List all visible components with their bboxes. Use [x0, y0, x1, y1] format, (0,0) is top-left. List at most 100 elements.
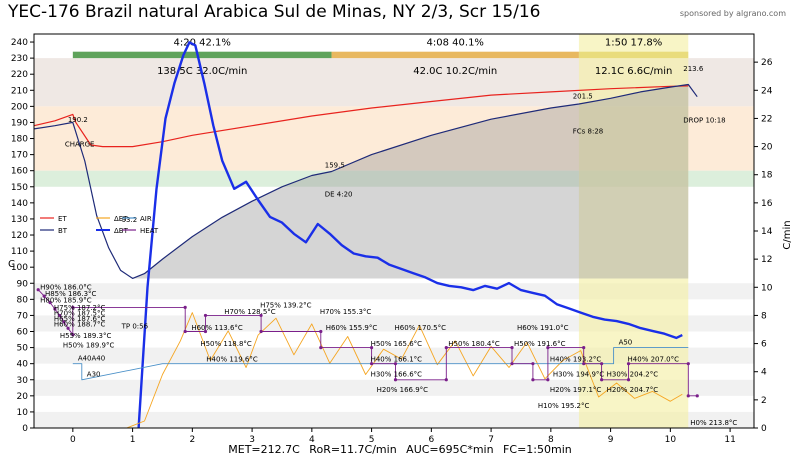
heat-point: [36, 288, 40, 292]
heat-label: H65% 187.6°C: [54, 315, 106, 323]
y-tick-label: 200: [11, 102, 28, 112]
heat-label: H40% 193.2°C: [550, 355, 602, 363]
heat-label: H75% 139.2°C: [260, 301, 312, 309]
y-tick-label: 40: [17, 360, 29, 370]
x-tick-label: 4: [309, 435, 315, 445]
band-stripe: [34, 283, 754, 300]
heat-label: H20% 197.1°C: [550, 386, 602, 394]
heat-point: [393, 362, 398, 366]
phase-bar-segment: [72, 51, 332, 59]
y2-tick-label: 10: [761, 283, 773, 293]
band-dry: [34, 170, 754, 187]
heat-label: H10% 195.2°C: [538, 402, 590, 410]
x-tick-label: 0: [70, 435, 76, 445]
heat-label: H60% 170.5°C: [395, 324, 447, 332]
y-tick-label: 0: [22, 424, 28, 434]
y-tick-label: 180: [11, 135, 28, 145]
chart-fills: [132, 84, 689, 279]
legend-label: ΔET: [114, 215, 128, 223]
heat-point: [259, 313, 263, 318]
heat-point: [259, 329, 263, 334]
y-tick-label: 20: [17, 392, 29, 402]
y-tick-label: 10: [17, 408, 29, 418]
y-tick-label: 90: [17, 279, 29, 289]
y2-tick-label: 2: [761, 396, 767, 406]
event-label: 213.6: [683, 65, 704, 73]
heat-label: H75% 187.2°C: [54, 304, 106, 312]
heat-point: [369, 345, 374, 350]
heat-point: [444, 345, 448, 350]
chart-legend: ET BT ΔET ΔBT AIR HEAT: [40, 215, 159, 235]
y-tick-label: 160: [11, 167, 28, 177]
heat-label: H30% 166.6°C: [371, 371, 423, 379]
heat-point: [42, 294, 46, 298]
phase-label: 4:08 40.1%: [427, 37, 484, 48]
phase-label: 1:50 17.8%: [605, 37, 662, 48]
y2-tick-label: 16: [761, 199, 773, 209]
roast-summary: MET=212.7C RoR=11.7C/min AUC=695C*min FC…: [228, 443, 572, 456]
heat-point: [546, 378, 550, 382]
heat-point: [183, 305, 187, 309]
heat-label: H60% 191.0°C: [517, 324, 569, 332]
heat-point: [203, 329, 208, 334]
x-tick-label: 10: [665, 435, 677, 445]
event-label: 159.5: [325, 161, 345, 169]
y-tick-label: 100: [11, 263, 28, 273]
event-label: 201.5: [573, 92, 593, 100]
heat-label: H0% 213.8°C: [690, 419, 737, 427]
heat-label: H70% 155.3°C: [320, 308, 372, 316]
band-stripe: [34, 347, 754, 364]
heat-label: H50% 165.6°C: [371, 340, 423, 348]
y-tick-label: 30: [17, 376, 29, 386]
heat-point: [600, 378, 604, 382]
heat-label: H50% 118.8°C: [200, 340, 252, 348]
heat-point: [71, 333, 75, 337]
heat-point: [183, 329, 187, 334]
heat-label: H60% 113.6°C: [191, 324, 243, 332]
heat-point: [510, 362, 514, 366]
y-tick-label: 240: [11, 38, 28, 48]
x-tick-label: 9: [608, 435, 614, 445]
y2-tick-label: 0: [761, 424, 767, 434]
auc-area: [132, 84, 689, 279]
heat-label: H50% 189.9°C: [63, 342, 115, 350]
heat-point: [626, 378, 631, 382]
heat-label: H85% 186.3°C: [45, 290, 97, 298]
y-tick-label: 50: [17, 344, 29, 354]
heat-label: H60% 155.9°C: [326, 324, 378, 332]
heat-label: H60% 188.7°C: [54, 321, 106, 329]
event-label: CHARGE: [65, 141, 95, 149]
y-tick-label: 140: [11, 199, 28, 209]
heat-point: [369, 362, 374, 366]
x-tick-label: 1: [130, 435, 136, 445]
heat-label: H50% 191.6°C: [514, 340, 566, 348]
legend-label: HEAT: [140, 227, 159, 235]
x-tick-label: 3: [249, 435, 255, 445]
heat-label: H30% 194.9°C: [553, 371, 605, 379]
event-label: DE 4:20: [325, 190, 353, 198]
event-label: TP 0:56: [121, 322, 149, 330]
heat-label: H40% 166.1°C: [371, 355, 423, 363]
x-tick-label: 8: [548, 435, 554, 445]
y2-tick-label: 22: [761, 114, 772, 124]
y-tick-label: 70: [17, 311, 29, 321]
series-bt: [33, 83, 698, 279]
heat-label: H30% 204.2°C: [607, 371, 659, 379]
phase-bar-segment: [331, 51, 579, 59]
heat-label: H40% 119.6°C: [206, 355, 258, 363]
heat-label: H90% 186.0°C: [40, 284, 92, 292]
heat-point: [48, 300, 52, 305]
y-tick-label: 130: [11, 215, 28, 225]
y2-tick-label: 24: [761, 86, 773, 96]
series-et: [33, 85, 689, 148]
heat-point: [600, 362, 604, 366]
heat-point: [582, 345, 586, 350]
y-tick-label: 120: [11, 231, 28, 241]
heat-label: H70% 187.5°C: [54, 309, 106, 317]
y-tick-label: 170: [11, 151, 28, 161]
heat-point: [531, 378, 535, 382]
y-tick-label: 190: [11, 118, 28, 128]
heat-label: H40% 207.0°C: [628, 355, 680, 363]
